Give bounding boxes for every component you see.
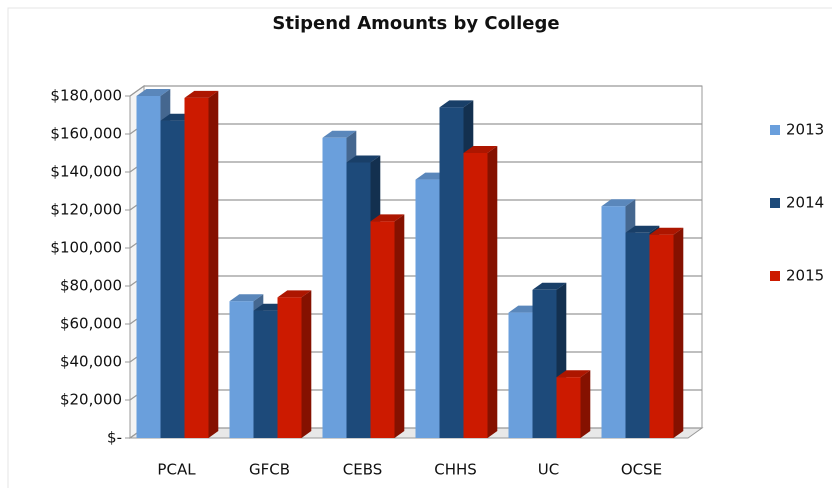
- grid-line: [129, 85, 702, 97]
- bar: [415, 179, 440, 438]
- x-tick-label: OCSE: [621, 461, 662, 479]
- bar: [277, 297, 302, 438]
- bar-side: [673, 227, 684, 438]
- legend-label: 2013: [786, 121, 824, 139]
- bar: [346, 162, 371, 438]
- bar-top: [556, 370, 591, 378]
- bar-top: [649, 227, 684, 235]
- y-tick-label: $80,000: [60, 277, 122, 295]
- x-tick-label: UC: [538, 461, 559, 479]
- x-tick-label: PCAL: [157, 461, 196, 479]
- legend-swatch: [770, 198, 780, 208]
- legend-label: 2014: [786, 194, 824, 212]
- y-tick-label: $120,000: [50, 201, 122, 219]
- bar: [184, 97, 209, 439]
- x-tick-label: CEBS: [343, 461, 383, 479]
- bar-side: [487, 146, 498, 438]
- bar-side: [208, 90, 219, 439]
- bar: [370, 221, 395, 438]
- bar: [322, 137, 347, 439]
- x-tick-label: GFCB: [249, 461, 290, 479]
- bar-top: [439, 100, 474, 108]
- bar: [625, 232, 650, 438]
- bar-side: [394, 214, 405, 438]
- bar-top: [370, 214, 405, 222]
- bar: [508, 312, 533, 438]
- y-tick-label: $100,000: [50, 239, 122, 257]
- chart-title: Stipend Amounts by College: [272, 13, 559, 34]
- bar-top: [322, 130, 357, 138]
- bar: [601, 206, 626, 438]
- y-tick-label: $180,000: [50, 87, 122, 105]
- bar-top: [625, 225, 660, 233]
- bar-top: [184, 90, 219, 98]
- bar: [532, 289, 557, 438]
- bar-top: [532, 282, 567, 290]
- y-tick-label: $40,000: [60, 353, 122, 371]
- bar-top: [136, 89, 171, 96]
- bar-side: [301, 290, 312, 438]
- bar: [463, 153, 488, 438]
- y-tick-label: $-: [107, 429, 122, 447]
- y-tick-label: $160,000: [50, 125, 122, 143]
- legend-swatch: [770, 271, 780, 281]
- bar-top: [601, 199, 636, 207]
- bar-side: [580, 370, 591, 438]
- bar: [160, 120, 185, 438]
- bar: [649, 234, 674, 438]
- bar: [253, 310, 278, 438]
- bar: [229, 301, 254, 438]
- legend-swatch: [770, 125, 780, 135]
- bar-top: [346, 155, 381, 163]
- y-tick-label: $60,000: [60, 315, 122, 333]
- bar: [136, 96, 161, 438]
- bar-top: [277, 290, 312, 298]
- y-tick-label: $140,000: [50, 163, 122, 181]
- bar: [556, 377, 581, 438]
- bar: [439, 107, 464, 439]
- legend-label: 2015: [786, 267, 824, 285]
- bar-top: [463, 146, 498, 153]
- y-tick-label: $20,000: [60, 391, 122, 409]
- bar-top: [229, 294, 264, 302]
- x-tick-label: CHHS: [434, 461, 477, 479]
